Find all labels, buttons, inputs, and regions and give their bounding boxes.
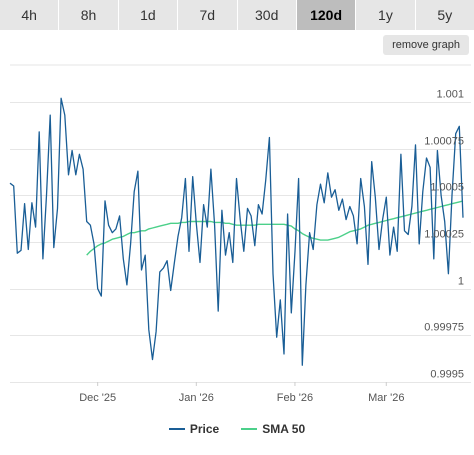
- time-range-tabs: 4h 8h 1d 7d 30d 120d 1y 5y: [0, 0, 474, 30]
- tab-5y[interactable]: 5y: [415, 0, 474, 30]
- tab-4h[interactable]: 4h: [0, 0, 60, 30]
- tab-1d[interactable]: 1d: [118, 0, 179, 30]
- price-line-swatch: [168, 428, 185, 430]
- tab-120d[interactable]: 120d: [296, 0, 357, 30]
- x-tick-label: Mar '26: [368, 392, 404, 404]
- x-tick-label: Jan '26: [179, 392, 214, 404]
- sma-line-swatch: [241, 428, 258, 430]
- legend-label-price: Price: [189, 422, 220, 436]
- y-tick-label: 0.99975: [424, 322, 464, 334]
- tab-30d[interactable]: 30d: [237, 0, 297, 30]
- sma-50-line: [86, 200, 464, 256]
- y-tick-label: 1.00025: [424, 229, 464, 241]
- legend-item-sma[interactable]: SMA 50: [241, 422, 305, 436]
- y-tick-label: 1: [458, 276, 464, 288]
- legend-label-sma: SMA 50: [262, 422, 306, 436]
- tab-8h[interactable]: 8h: [59, 0, 119, 30]
- y-tick-label: 1.00075: [424, 136, 464, 148]
- legend-item-price[interactable]: Price: [168, 422, 220, 436]
- x-tick-label: Dec '25: [79, 392, 116, 404]
- x-tick-label: Feb '26: [277, 392, 313, 404]
- tab-1y[interactable]: 1y: [356, 0, 416, 30]
- y-tick-label: 1.001: [436, 89, 464, 101]
- y-tick-label: 0.9995: [430, 369, 464, 381]
- remove-graph-button[interactable]: remove graph: [383, 35, 469, 55]
- y-tick-label: 1.0005: [430, 182, 464, 194]
- price-line: [9, 97, 464, 366]
- tab-7d[interactable]: 7d: [178, 0, 238, 30]
- chart-legend: Price SMA 50: [0, 421, 474, 437]
